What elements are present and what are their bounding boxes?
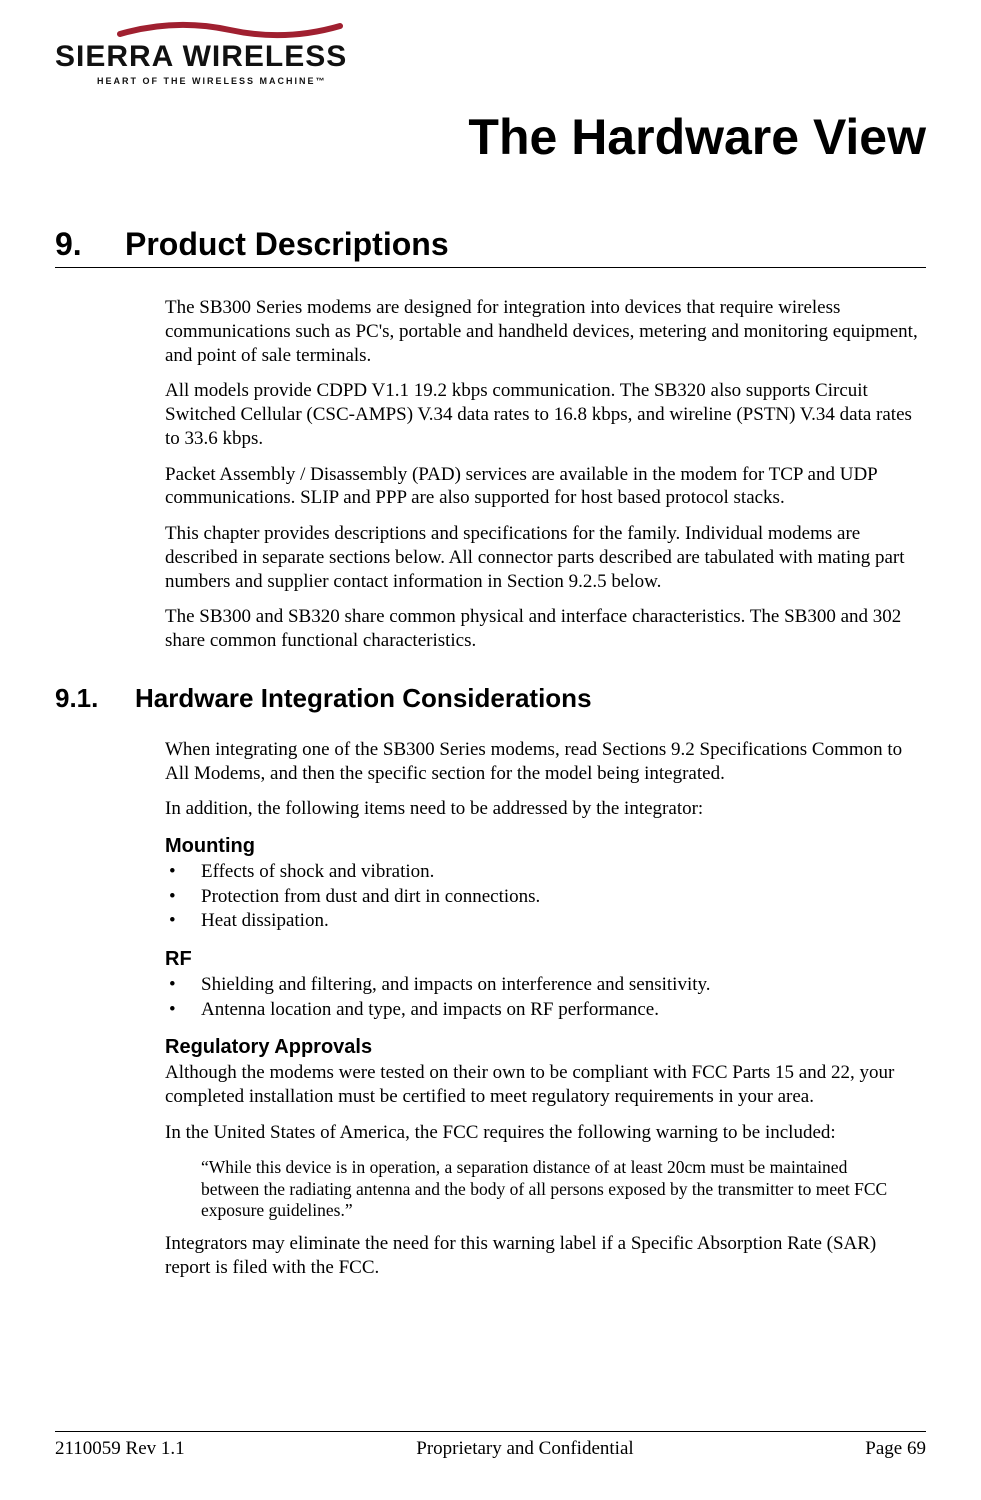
section-heading-9-1: 9.1. Hardware Integration Considerations xyxy=(55,683,926,714)
page-title: The Hardware View xyxy=(55,108,926,166)
body-paragraph: The SB300 Series modems are designed for… xyxy=(165,296,922,367)
subheading-regulatory: Regulatory Approvals xyxy=(165,1036,922,1059)
footer-confidentiality: Proprietary and Confidential xyxy=(416,1438,633,1460)
body-paragraph: This chapter provides descriptions and s… xyxy=(165,522,922,593)
section-9-body: The SB300 Series modems are designed for… xyxy=(165,296,922,653)
mounting-list: Effects of shock and vibration. Protecti… xyxy=(165,860,922,934)
body-paragraph: The SB300 and SB320 share common physica… xyxy=(165,605,922,653)
list-item: Antenna location and type, and impacts o… xyxy=(165,998,922,1023)
rf-list: Shielding and filtering, and impacts on … xyxy=(165,973,922,1022)
footer-doc-id: 2110059 Rev 1.1 xyxy=(55,1438,185,1460)
body-paragraph: All models provide CDPD V1.1 19.2 kbps c… xyxy=(165,379,922,450)
section-title: Product Descriptions xyxy=(125,226,449,263)
list-item: Effects of shock and vibration. xyxy=(165,860,922,885)
footer-page-number: Page 69 xyxy=(865,1438,926,1460)
logo-swoosh-icon xyxy=(115,20,375,40)
subheading-mounting: Mounting xyxy=(165,835,922,858)
subheading-rf: RF xyxy=(165,948,922,971)
logo-wordmark: SIERRA WIRELESS xyxy=(55,42,375,72)
body-paragraph: In addition, the following items need to… xyxy=(165,797,922,821)
section-number: 9. xyxy=(55,226,125,263)
body-paragraph: Packet Assembly / Disassembly (PAD) serv… xyxy=(165,463,922,511)
section-title: Hardware Integration Considerations xyxy=(135,683,592,714)
page-footer: 2110059 Rev 1.1 Proprietary and Confiden… xyxy=(55,1431,926,1460)
body-paragraph: In the United States of America, the FCC… xyxy=(165,1121,922,1145)
section-heading-9: 9. Product Descriptions xyxy=(55,226,926,268)
body-paragraph: When integrating one of the SB300 Series… xyxy=(165,738,922,786)
fcc-warning-quote: “While this device is in operation, a se… xyxy=(201,1157,902,1223)
list-item: Heat dissipation. xyxy=(165,909,922,934)
section-9-1-body: When integrating one of the SB300 Series… xyxy=(165,738,922,1280)
body-paragraph: Although the modems were tested on their… xyxy=(165,1061,922,1109)
section-number: 9.1. xyxy=(55,683,135,714)
body-paragraph: Integrators may eliminate the need for t… xyxy=(165,1232,922,1280)
list-item: Shielding and filtering, and impacts on … xyxy=(165,973,922,998)
logo-tagline: HEART OF THE WIRELESS MACHINE™ xyxy=(97,76,375,86)
company-logo: SIERRA WIRELESS HEART OF THE WIRELESS MA… xyxy=(55,20,375,86)
list-item: Protection from dust and dirt in connect… xyxy=(165,885,922,910)
